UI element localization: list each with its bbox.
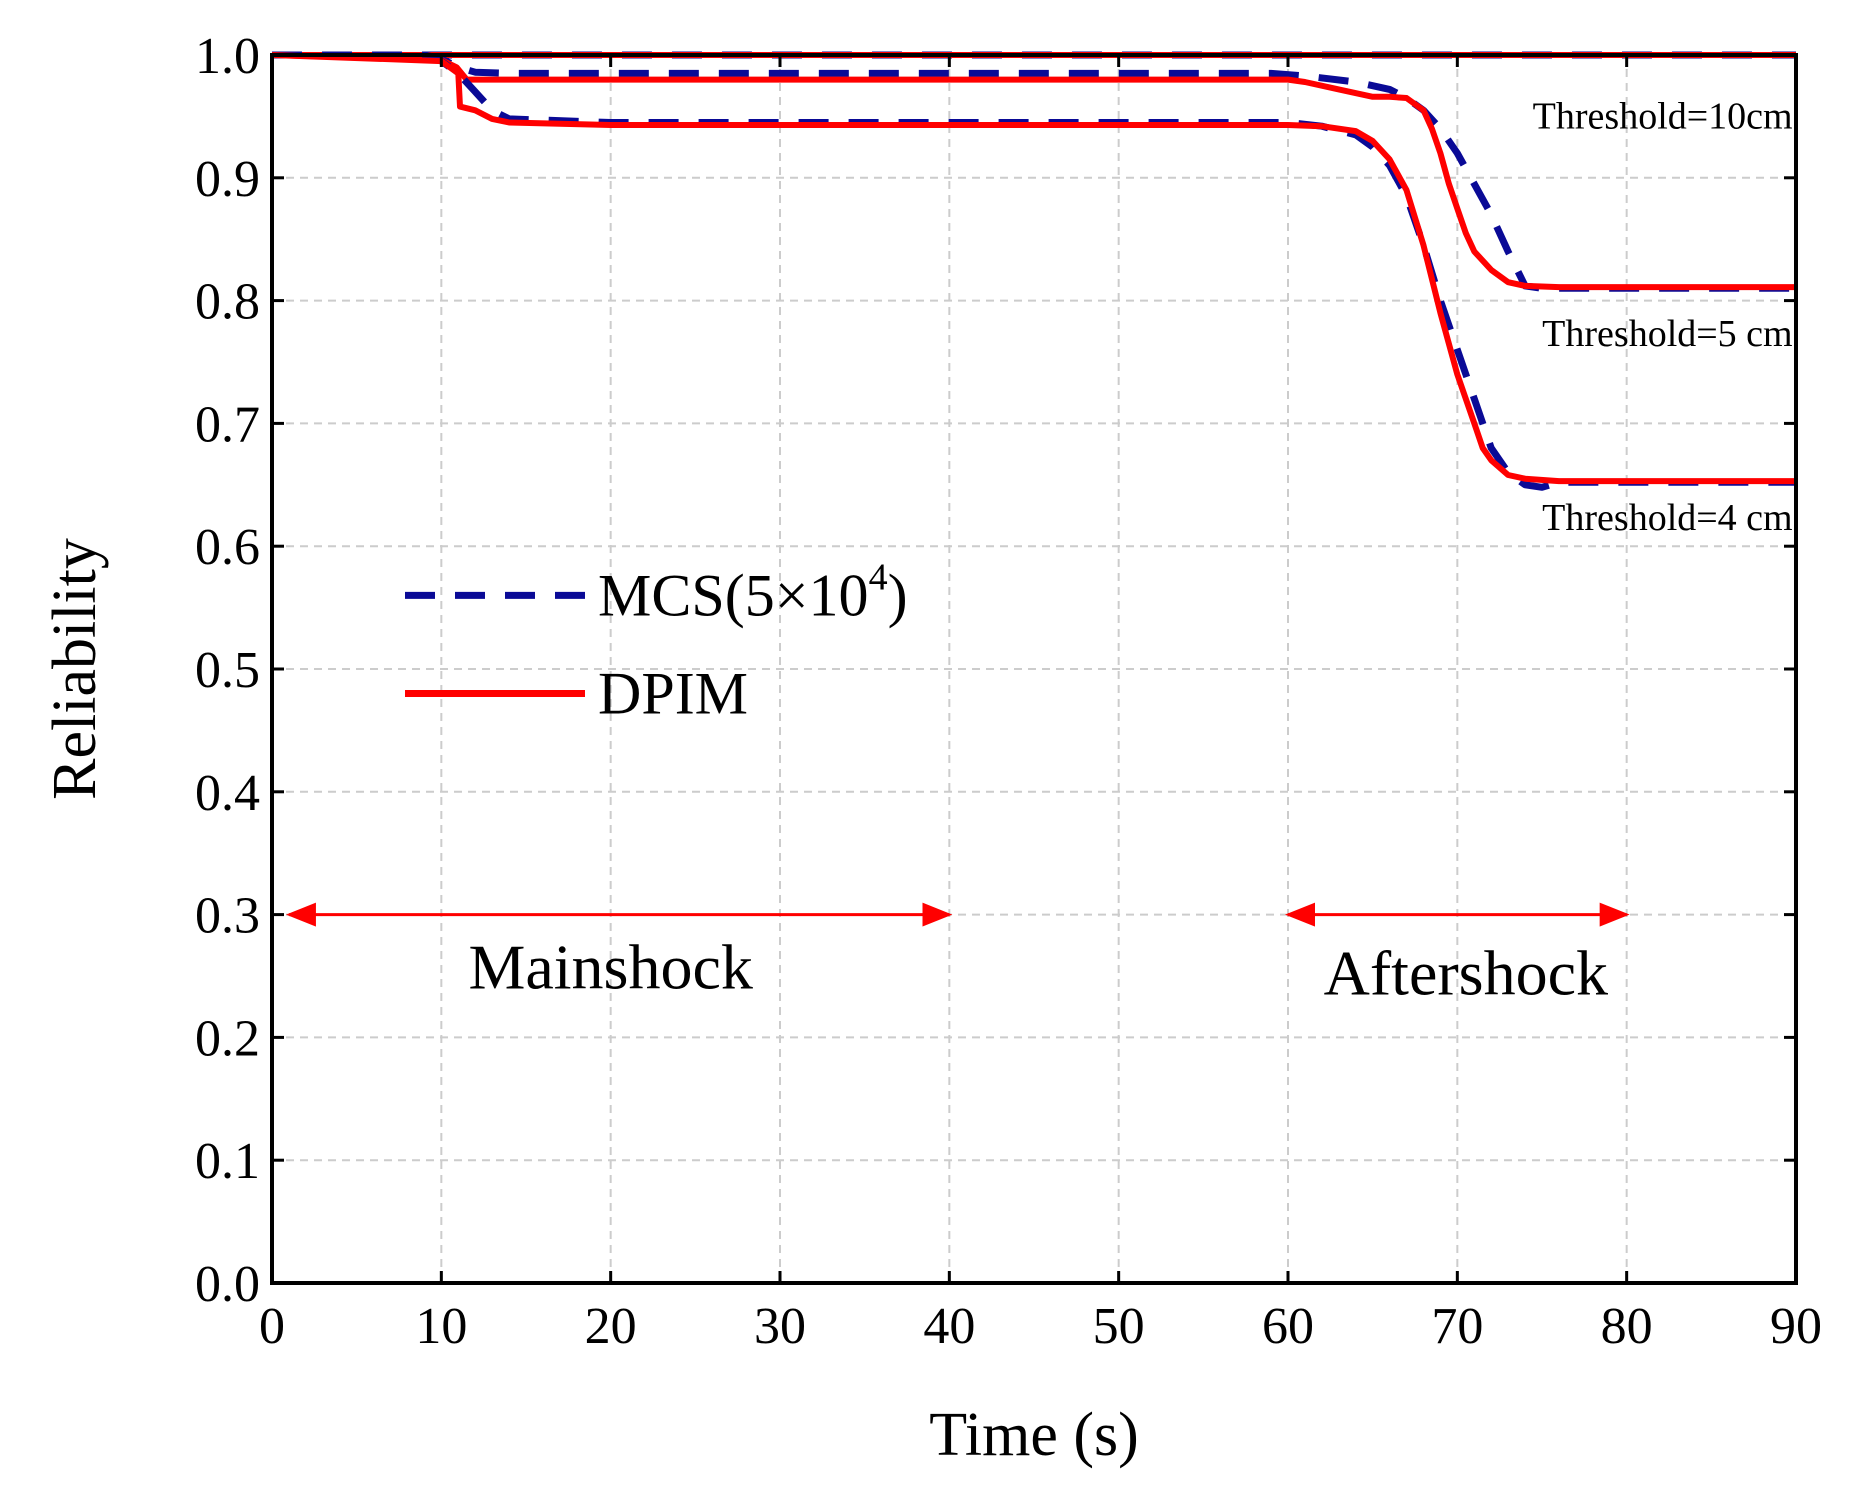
x-tick-label: 90 xyxy=(1770,1298,1822,1355)
threshold-label: Threshold=5 cm xyxy=(1542,313,1792,355)
x-tick-label: 20 xyxy=(585,1298,637,1355)
x-tick-label: 70 xyxy=(1431,1298,1483,1355)
y-tick-label: 0.0 xyxy=(195,1256,260,1313)
x-axis-title: Time (s) xyxy=(929,1401,1139,1469)
tick-labels: 0 10 20 30 40 50 60 70 80 90 0.0 0.1 0.2 0.3 0.4 0.5 0.6… xyxy=(195,28,1822,1355)
x-tick-label: 30 xyxy=(754,1298,806,1355)
mcs-line-threshold-4 xyxy=(272,51,1796,491)
y-tick-label: 0.2 xyxy=(195,1010,260,1067)
legend-dpim-label: DPIM xyxy=(598,661,748,727)
y-tick-label: 1.0 xyxy=(195,28,260,85)
legend-mcs-label-sup: 4 xyxy=(869,556,888,598)
mcs-line-threshold-5 xyxy=(272,51,1796,292)
x-tick-label: 50 xyxy=(1093,1298,1145,1355)
legend-mcs-label-suffix: ) xyxy=(888,562,908,628)
legend-mcs-label-main: MCS(5×10 xyxy=(598,562,869,628)
dpim-line-threshold-5 xyxy=(271,52,1796,291)
x-tick-label: 80 xyxy=(1601,1298,1653,1355)
grid-lines xyxy=(272,55,1796,1283)
mainshock-label: Mainshock xyxy=(468,931,752,1002)
legend-mcs-label: MCS(5×104) xyxy=(598,556,908,628)
phase-arrows: Mainshock Aftershock xyxy=(285,902,1630,1008)
axis-ticks xyxy=(270,53,1798,1285)
y-axis-title: Reliability xyxy=(41,538,109,800)
y-tick-label: 0.5 xyxy=(195,642,260,699)
y-tick-label: 0.9 xyxy=(195,151,260,208)
y-tick-label: 0.8 xyxy=(195,274,260,331)
threshold-label: Threshold=4 cm xyxy=(1542,497,1792,539)
x-tick-label: 10 xyxy=(415,1298,467,1355)
x-tick-label: 40 xyxy=(923,1298,975,1355)
threshold-label: Threshold=10cm xyxy=(1533,96,1793,138)
y-tick-label: 0.4 xyxy=(195,765,260,822)
y-tick-label: 0.6 xyxy=(195,519,260,576)
x-tick-label: 0 xyxy=(259,1298,285,1355)
y-tick-label: 0.7 xyxy=(195,396,260,453)
aftershock-label: Aftershock xyxy=(1324,937,1608,1008)
x-tick-label: 60 xyxy=(1262,1298,1314,1355)
dpim-line-threshold-4 xyxy=(271,52,1796,485)
y-tick-label: 0.1 xyxy=(195,1133,260,1190)
y-tick-label: 0.3 xyxy=(195,888,260,945)
legend: MCS(5×104) DPIM xyxy=(405,556,908,727)
threshold-annotations: Threshold=10cm Threshold=5 cm Threshold=4 … xyxy=(1533,96,1793,540)
